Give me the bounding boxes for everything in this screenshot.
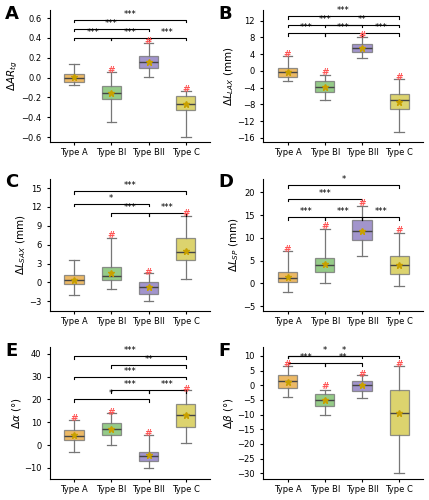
Y-axis label: $\Delta\beta$ (°): $\Delta\beta$ (°) bbox=[222, 398, 236, 429]
Text: ***: *** bbox=[300, 353, 313, 362]
Text: ***: *** bbox=[86, 28, 99, 37]
Text: ***: *** bbox=[300, 208, 313, 216]
Text: #: # bbox=[358, 370, 366, 378]
Text: #: # bbox=[321, 222, 329, 231]
PathPatch shape bbox=[64, 430, 84, 440]
Text: #: # bbox=[358, 199, 366, 208]
Text: #: # bbox=[145, 268, 152, 277]
Text: ***: *** bbox=[124, 346, 136, 355]
PathPatch shape bbox=[390, 256, 409, 274]
PathPatch shape bbox=[352, 381, 372, 391]
Text: A: A bbox=[5, 5, 19, 23]
Text: ***: *** bbox=[337, 23, 350, 32]
PathPatch shape bbox=[176, 404, 196, 427]
Y-axis label: $\Delta\alpha$ (°): $\Delta\alpha$ (°) bbox=[10, 398, 23, 429]
Text: #: # bbox=[145, 429, 152, 438]
Text: E: E bbox=[5, 342, 17, 360]
Y-axis label: $\Delta AR_{tg}$: $\Delta AR_{tg}$ bbox=[6, 61, 20, 92]
Text: ***: *** bbox=[374, 208, 387, 216]
Text: ***: *** bbox=[374, 23, 387, 32]
Text: ***: *** bbox=[161, 380, 174, 390]
PathPatch shape bbox=[102, 424, 121, 435]
Text: B: B bbox=[219, 5, 232, 23]
PathPatch shape bbox=[176, 238, 196, 260]
PathPatch shape bbox=[315, 82, 335, 92]
Text: C: C bbox=[5, 174, 18, 192]
Text: ***: *** bbox=[161, 28, 174, 37]
Text: #: # bbox=[284, 244, 291, 254]
Text: #: # bbox=[396, 360, 403, 369]
Text: #: # bbox=[284, 50, 291, 58]
Y-axis label: $\Delta L_{SP}$ (mm): $\Delta L_{SP}$ (mm) bbox=[228, 217, 242, 272]
PathPatch shape bbox=[278, 375, 297, 388]
Text: #: # bbox=[182, 208, 190, 218]
Text: #: # bbox=[182, 85, 190, 94]
Text: ***: *** bbox=[300, 23, 313, 32]
Text: *: * bbox=[341, 176, 345, 184]
PathPatch shape bbox=[102, 266, 121, 280]
PathPatch shape bbox=[176, 96, 196, 110]
Text: ***: *** bbox=[318, 14, 331, 24]
PathPatch shape bbox=[390, 94, 409, 108]
Text: ***: *** bbox=[337, 6, 350, 16]
Text: **: ** bbox=[144, 356, 153, 364]
Text: ***: *** bbox=[161, 203, 174, 212]
PathPatch shape bbox=[102, 86, 121, 100]
PathPatch shape bbox=[315, 394, 335, 406]
Text: *: * bbox=[109, 194, 113, 202]
PathPatch shape bbox=[139, 452, 158, 461]
PathPatch shape bbox=[315, 258, 335, 272]
Text: #: # bbox=[396, 72, 403, 82]
Text: **: ** bbox=[358, 14, 366, 24]
Y-axis label: $\Delta L_{LAX}$ (mm): $\Delta L_{LAX}$ (mm) bbox=[223, 46, 236, 106]
Text: **: ** bbox=[339, 353, 347, 362]
Text: #: # bbox=[284, 360, 291, 369]
Text: #: # bbox=[108, 66, 115, 74]
Text: ***: *** bbox=[124, 181, 136, 190]
Text: ***: *** bbox=[124, 203, 136, 212]
Text: ***: *** bbox=[337, 208, 350, 216]
Text: #: # bbox=[396, 226, 403, 235]
Text: *: * bbox=[109, 390, 113, 398]
Text: ***: *** bbox=[318, 189, 331, 198]
PathPatch shape bbox=[139, 282, 158, 294]
Text: ***: *** bbox=[124, 366, 136, 376]
Text: ***: *** bbox=[105, 19, 118, 28]
Text: #: # bbox=[358, 30, 366, 40]
PathPatch shape bbox=[278, 68, 297, 77]
PathPatch shape bbox=[390, 390, 409, 435]
Text: ***: *** bbox=[124, 10, 136, 19]
Text: F: F bbox=[219, 342, 231, 360]
Text: *: * bbox=[341, 346, 345, 355]
PathPatch shape bbox=[139, 56, 158, 68]
Text: ***: *** bbox=[124, 28, 136, 37]
Text: #: # bbox=[108, 230, 115, 239]
PathPatch shape bbox=[64, 74, 84, 82]
PathPatch shape bbox=[278, 272, 297, 282]
Y-axis label: $\Delta L_{SAX}$ (mm): $\Delta L_{SAX}$ (mm) bbox=[14, 214, 28, 275]
Text: #: # bbox=[70, 414, 78, 424]
Text: *: * bbox=[323, 346, 327, 355]
PathPatch shape bbox=[352, 44, 372, 52]
PathPatch shape bbox=[352, 220, 372, 240]
Text: #: # bbox=[145, 38, 152, 46]
Text: #: # bbox=[108, 408, 115, 416]
Text: #: # bbox=[182, 384, 190, 394]
Text: #: # bbox=[321, 68, 329, 78]
Text: #: # bbox=[321, 382, 329, 391]
PathPatch shape bbox=[64, 275, 84, 283]
Text: ***: *** bbox=[124, 380, 136, 390]
Text: D: D bbox=[219, 174, 233, 192]
